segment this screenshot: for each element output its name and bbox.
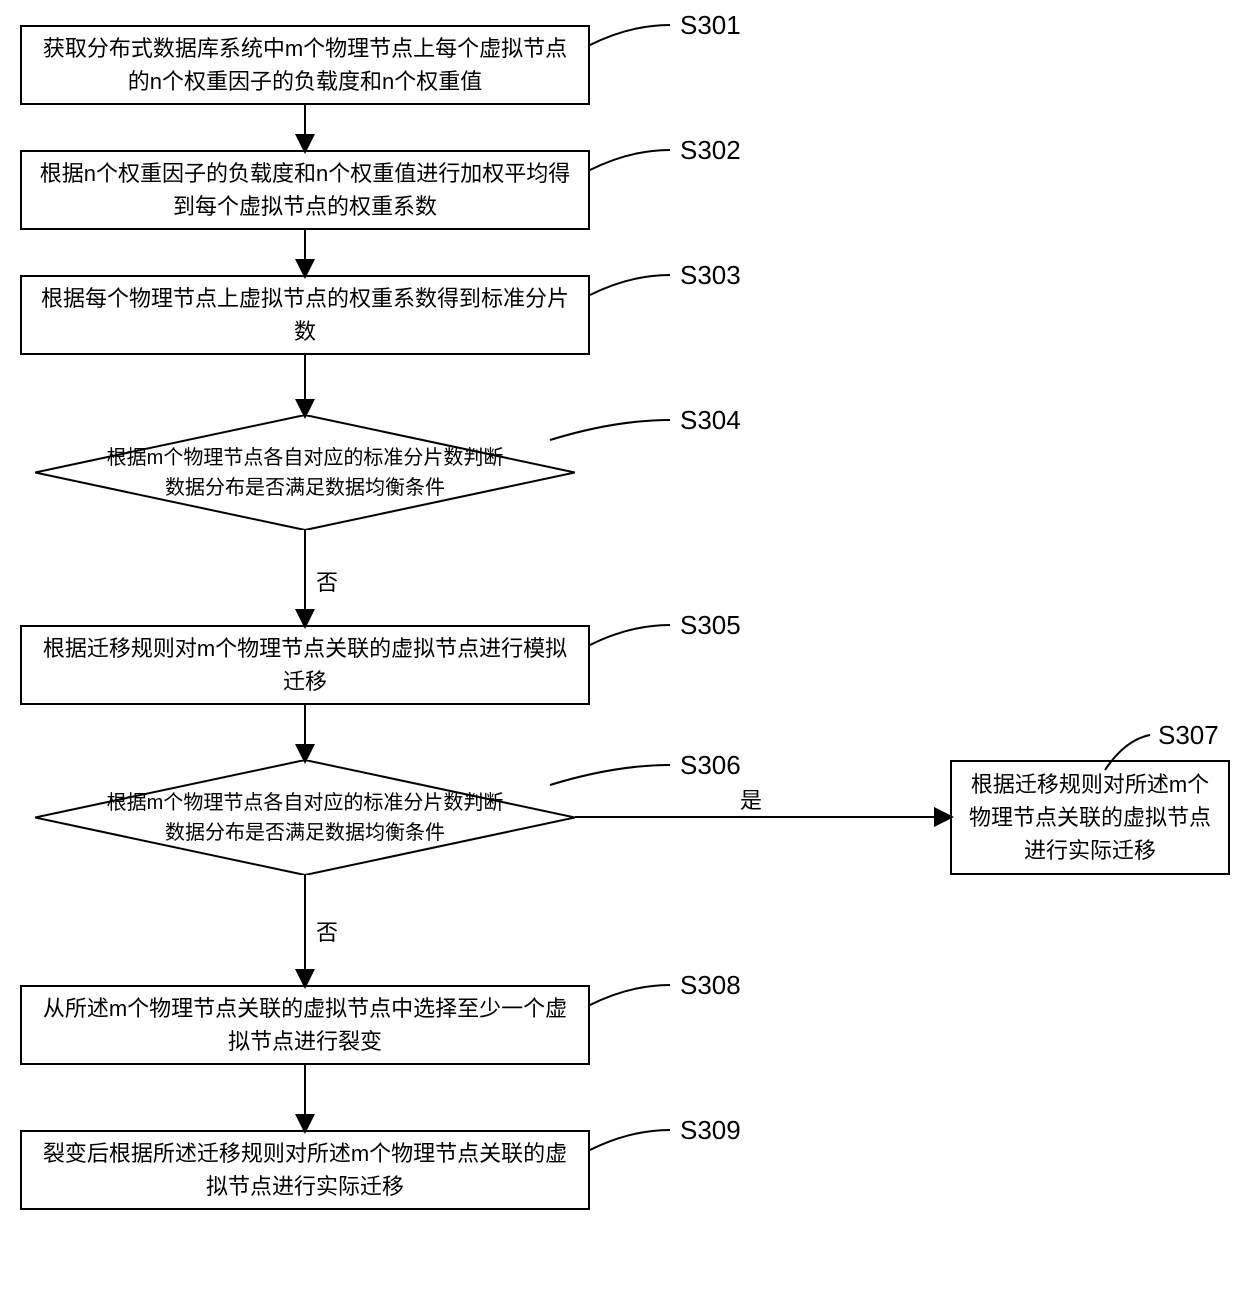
flowchart-canvas: 获取分布式数据库系统中m个物理节点上每个虚拟节点的n个权重因子的负载度和n个权重… [0,0,1240,1303]
step-s309: 裂变后根据所述迁移规则对所述m个物理节点关联的虚拟节点进行实际迁移 [20,1130,590,1210]
step-text: 根据m个物理节点各自对应的标准分片数判断数据分布是否满足数据均衡条件 [105,443,505,503]
step-text: 根据每个物理节点上虚拟节点的权重系数得到标准分片数 [36,282,574,348]
edge-label-no1: 否 [316,565,338,597]
step-tag-s309: S309 [680,1115,741,1146]
step-text: 获取分布式数据库系统中m个物理节点上每个虚拟节点的n个权重因子的负载度和n个权重… [36,32,574,98]
step-text: 根据n个权重因子的负载度和n个权重值进行加权平均得到每个虚拟节点的权重系数 [36,157,574,223]
step-text: 从所述m个物理节点关联的虚拟节点中选择至少一个虚拟节点进行裂变 [36,992,574,1058]
step-tag-s302: S302 [680,135,741,166]
step-s301: 获取分布式数据库系统中m个物理节点上每个虚拟节点的n个权重因子的负载度和n个权重… [20,25,590,105]
step-text: 根据迁移规则对所述m个物理节点关联的虚拟节点进行实际迁移 [966,768,1214,867]
decision-s304: 根据m个物理节点各自对应的标准分片数判断数据分布是否满足数据均衡条件 [35,415,575,530]
edge-label-yes: 是 [740,783,762,815]
step-tag-s304: S304 [680,405,741,436]
decision-s306: 根据m个物理节点各自对应的标准分片数判断数据分布是否满足数据均衡条件 [35,760,575,875]
step-s308: 从所述m个物理节点关联的虚拟节点中选择至少一个虚拟节点进行裂变 [20,985,590,1065]
step-tag-s308: S308 [680,970,741,1001]
step-s307: 根据迁移规则对所述m个物理节点关联的虚拟节点进行实际迁移 [950,760,1230,875]
step-tag-s307: S307 [1158,720,1219,751]
step-text: 根据迁移规则对m个物理节点关联的虚拟节点进行模拟迁移 [36,632,574,698]
edge-label-no2: 否 [316,915,338,947]
step-s302: 根据n个权重因子的负载度和n个权重值进行加权平均得到每个虚拟节点的权重系数 [20,150,590,230]
step-text: 根据m个物理节点各自对应的标准分片数判断数据分布是否满足数据均衡条件 [105,788,505,848]
step-tag-s306: S306 [680,750,741,781]
step-text: 裂变后根据所述迁移规则对所述m个物理节点关联的虚拟节点进行实际迁移 [36,1137,574,1203]
step-s303: 根据每个物理节点上虚拟节点的权重系数得到标准分片数 [20,275,590,355]
step-tag-s305: S305 [680,610,741,641]
step-tag-s301: S301 [680,10,741,41]
step-tag-s303: S303 [680,260,741,291]
step-s305: 根据迁移规则对m个物理节点关联的虚拟节点进行模拟迁移 [20,625,590,705]
